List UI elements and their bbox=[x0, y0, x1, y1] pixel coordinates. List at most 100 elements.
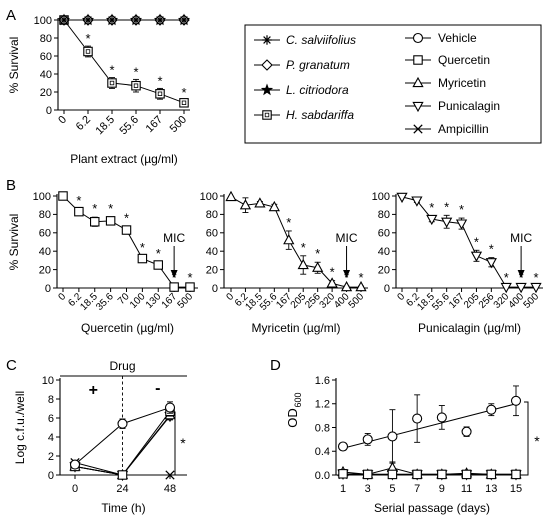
data-point bbox=[225, 190, 237, 202]
y-axis-label: Log c.f.u./well bbox=[13, 391, 27, 464]
significance-mark: * bbox=[85, 31, 90, 46]
bracket-line bbox=[524, 401, 529, 476]
data-point bbox=[164, 402, 176, 413]
bracket-line bbox=[171, 411, 176, 476]
x-ticks: 0 6.2 18.5 55.6 167 500 bbox=[56, 110, 189, 137]
data-point bbox=[74, 206, 84, 217]
circle-marker-shape bbox=[436, 412, 447, 423]
y-tick-label: 40 bbox=[378, 246, 390, 258]
legend-label: Ampicillin bbox=[438, 122, 489, 136]
x-tick-label: 500 bbox=[522, 291, 542, 311]
panel-label-a: A bbox=[6, 7, 16, 24]
significance-mark: * bbox=[533, 270, 538, 285]
y-tick-label: 0.8 bbox=[315, 422, 330, 434]
data-point bbox=[83, 46, 93, 57]
data-point bbox=[137, 253, 148, 264]
legend-label: L. citriodora bbox=[286, 83, 349, 97]
data-point bbox=[169, 282, 179, 292]
square-marker-shape bbox=[338, 469, 348, 479]
square-marker-inner bbox=[264, 112, 270, 118]
legend-marker bbox=[412, 101, 424, 113]
triangle-marker-shape bbox=[239, 199, 252, 210]
x-axis-label: Quercetin (µg/ml) bbox=[81, 321, 174, 335]
star-marker-shape bbox=[260, 83, 274, 96]
x-tick-label: 0 bbox=[56, 114, 69, 127]
data-point bbox=[485, 258, 497, 269]
y-axis-label: % Survival bbox=[7, 37, 21, 94]
significance-mark: * bbox=[474, 234, 479, 249]
data-point bbox=[362, 434, 373, 445]
x-axis-label: Myricetin (µg/ml) bbox=[252, 321, 341, 335]
series: ******** bbox=[58, 191, 195, 292]
data-point bbox=[131, 15, 141, 25]
legend-label: Vehicle bbox=[438, 31, 477, 45]
y-tick-label: 10 bbox=[42, 375, 54, 387]
significance-bracket: * bbox=[524, 401, 540, 476]
x-tick-label: 13 bbox=[485, 483, 497, 495]
x-tick-label: 48 bbox=[164, 483, 176, 495]
y-tick-label: 20 bbox=[40, 87, 52, 99]
x-tick-label: 35.6 bbox=[94, 291, 116, 313]
data-point bbox=[436, 412, 447, 423]
data-point bbox=[511, 469, 521, 480]
y-tick-label: 20 bbox=[39, 264, 51, 276]
data-point bbox=[338, 469, 348, 479]
square-marker-shape bbox=[461, 469, 472, 480]
drug-annotation: Drug + - bbox=[60, 359, 187, 475]
x-marker-shape bbox=[165, 470, 175, 480]
square-marker-shape bbox=[486, 469, 497, 480]
significance-mark: * bbox=[156, 246, 161, 261]
data-point bbox=[254, 197, 266, 208]
square-marker-shape bbox=[437, 469, 447, 480]
asterisk-marker-shape bbox=[155, 15, 165, 25]
triangle-marker-shape bbox=[412, 76, 424, 88]
data-point bbox=[461, 469, 472, 480]
square-marker-inner bbox=[181, 100, 187, 105]
triangle-marker-shape bbox=[254, 197, 266, 208]
legend-item: Ampicillin bbox=[405, 122, 489, 136]
data-point bbox=[461, 426, 472, 437]
square-marker-shape bbox=[107, 78, 117, 88]
y-tick-label: 0 bbox=[45, 283, 51, 295]
x-tick-label: 18.5 bbox=[93, 114, 117, 138]
data-point bbox=[470, 251, 483, 262]
panel-label-b: B bbox=[6, 177, 16, 194]
mic-annotation: MIC bbox=[336, 231, 358, 278]
y-tick-label: 1.2 bbox=[315, 399, 330, 411]
legend-label: P. granatum bbox=[286, 58, 350, 72]
square-marker-shape bbox=[169, 282, 179, 292]
square-marker-shape bbox=[362, 469, 373, 480]
y-tick-label: 0 bbox=[48, 470, 54, 482]
data-point bbox=[500, 282, 512, 294]
square-marker-shape bbox=[155, 89, 165, 99]
data-point bbox=[297, 258, 309, 270]
mic-arrow-head bbox=[170, 270, 178, 278]
drug-sign-plus: + bbox=[89, 382, 98, 399]
series-1 bbox=[338, 469, 521, 480]
series-line bbox=[230, 196, 361, 288]
square-marker-shape bbox=[121, 225, 132, 235]
data-point bbox=[58, 191, 68, 201]
square-marker-shape bbox=[137, 253, 148, 264]
significance-mark: * bbox=[92, 201, 97, 216]
legend-marker bbox=[412, 32, 424, 44]
triangle-marker-shape bbox=[297, 258, 309, 270]
circle-marker-shape bbox=[510, 395, 522, 406]
legend-marker bbox=[412, 76, 424, 88]
legend-label: C. salviifolius bbox=[286, 33, 356, 47]
data-point bbox=[530, 282, 542, 294]
triangle-marker-shape bbox=[340, 280, 353, 292]
x-tick-label: 500 bbox=[168, 114, 189, 135]
significance-bracket: * bbox=[171, 411, 186, 476]
series-0 bbox=[69, 401, 176, 470]
data-point bbox=[268, 200, 280, 212]
legend-marker bbox=[260, 83, 274, 96]
data-point bbox=[185, 282, 195, 292]
significance-mark: * bbox=[315, 246, 320, 261]
triangle-marker-shape bbox=[412, 101, 424, 113]
square-marker-shape bbox=[185, 282, 195, 292]
asterisk-marker-shape bbox=[179, 15, 189, 25]
x-tick-label: 3 bbox=[365, 483, 371, 495]
